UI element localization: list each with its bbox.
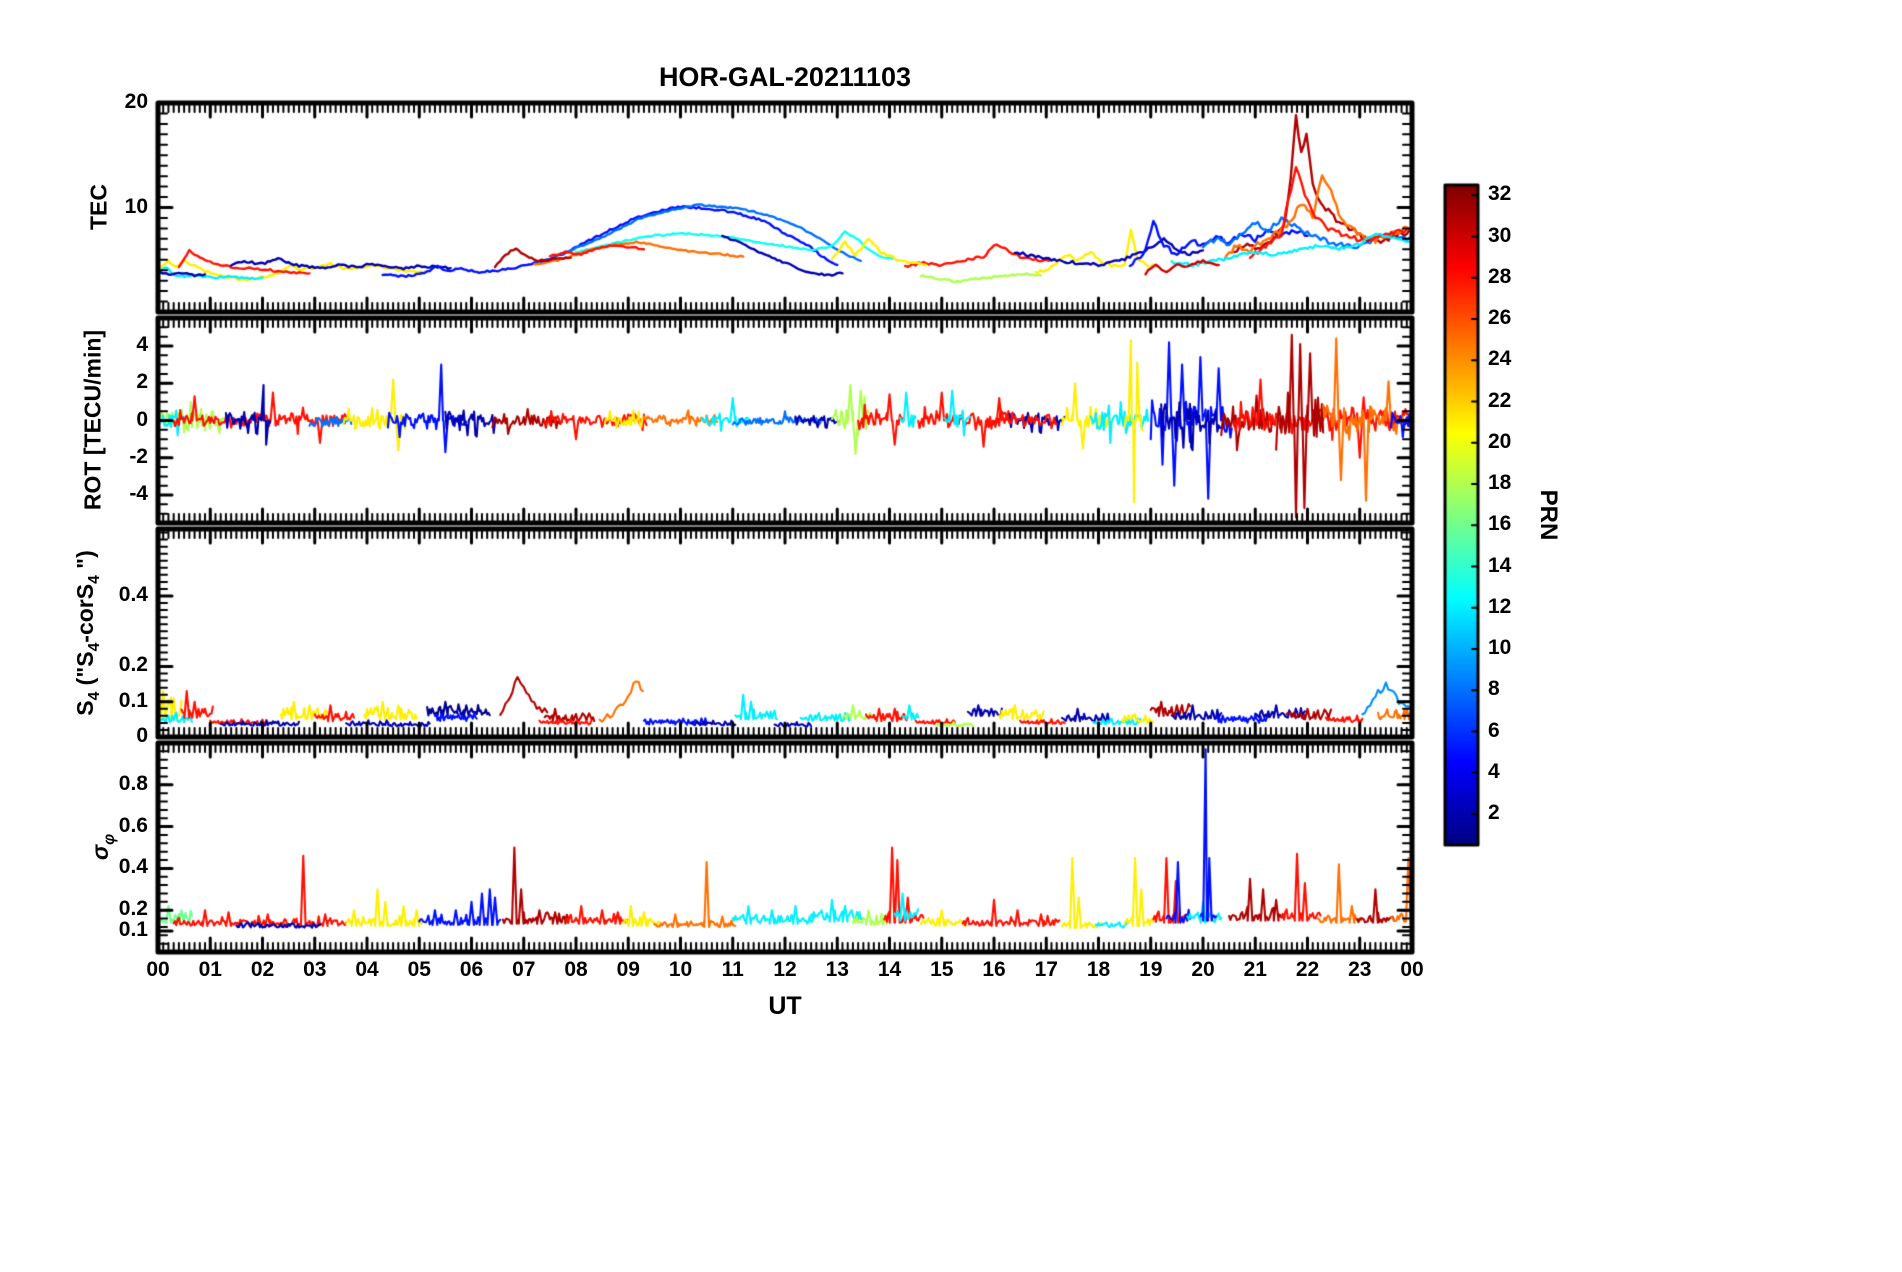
x-tick-label: 09 (616, 958, 640, 981)
y-tick-label: 20 (124, 90, 148, 113)
y-tick-label: 0 (136, 724, 148, 747)
x-tick-label: 22 (1295, 958, 1320, 981)
x-tick-label: 04 (355, 958, 379, 981)
x-tick-label: 10 (668, 958, 693, 981)
colorbar-tick-label: 4 (1488, 759, 1500, 783)
y-tick-label: 0.2 (118, 653, 148, 677)
x-tick-label: 21 (1243, 958, 1267, 981)
y-tick-label: -4 (129, 482, 148, 506)
colorbar-tick-label: 14 (1488, 553, 1512, 577)
y-tick-label: 2 (136, 370, 148, 394)
x-tick-label: 12 (773, 958, 797, 981)
colorbar-tick-label: 2 (1488, 801, 1500, 825)
x-tick-label: 08 (564, 958, 588, 981)
colorbar-tick-label: 28 (1488, 264, 1512, 288)
x-tick-label: 02 (250, 958, 275, 981)
x-tick-label: 20 (1191, 958, 1215, 981)
y-tick-label: 10 (124, 194, 148, 218)
colorbar-label-prn: PRN (1535, 489, 1562, 541)
colorbar-tick-label: 24 (1488, 347, 1512, 371)
colorbar-tick-label: 20 (1488, 429, 1512, 453)
colorbar-tick-label: 30 (1488, 223, 1512, 247)
y-tick-label: 0 (136, 407, 148, 431)
y-tick-label: 0.4 (118, 582, 148, 606)
y-tick-label: 0.2 (118, 897, 148, 921)
x-tick-label: 06 (459, 958, 484, 981)
x-tick-label: 23 (1348, 958, 1372, 981)
colorbar-tick-label: 16 (1488, 512, 1512, 536)
chart-title: HOR-GAL-20211103 (658, 62, 912, 92)
colorbar-tick-label: 6 (1488, 718, 1500, 742)
x-tick-label: 01 (198, 958, 222, 981)
x-tick-label: 13 (825, 958, 849, 981)
y-tick-label: 0.1 (118, 918, 148, 942)
colorbar-tick-label: 10 (1488, 636, 1512, 660)
x-tick-label: 15 (930, 958, 954, 981)
y-tick-label: 0.8 (118, 771, 148, 795)
y-tick-label: -2 (129, 444, 148, 468)
x-tick-label: 19 (1139, 958, 1163, 981)
x-tick-label: 03 (303, 958, 327, 981)
colorbar-tick-label: 26 (1488, 306, 1512, 330)
colorbar-tick-label: 18 (1488, 471, 1512, 495)
colorbar-tick-label: 12 (1488, 594, 1512, 618)
xlabel-ut: UT (768, 992, 802, 1020)
x-tick-label: 05 (407, 958, 431, 981)
y-tick-label: 0.4 (118, 855, 148, 879)
x-tick-label: 00 (1400, 958, 1424, 981)
colorbar-tick-label: 32 (1488, 182, 1512, 206)
x-tick-label: 17 (1034, 958, 1058, 981)
x-tick-label: 18 (1086, 958, 1111, 981)
x-tick-label: 11 (721, 958, 744, 981)
colorbar-tick-label: 22 (1488, 388, 1512, 412)
y-tick-label: 0.6 (118, 813, 148, 837)
y-tick-label: 0.1 (118, 688, 148, 712)
colorbar-tick-label: 8 (1488, 677, 1500, 701)
x-tick-label: 07 (512, 958, 536, 981)
x-tick-label: 14 (877, 958, 902, 981)
x-tick-label: 00 (146, 958, 170, 981)
x-tick-label: 16 (982, 958, 1006, 981)
y-tick-label: 4 (136, 332, 148, 356)
